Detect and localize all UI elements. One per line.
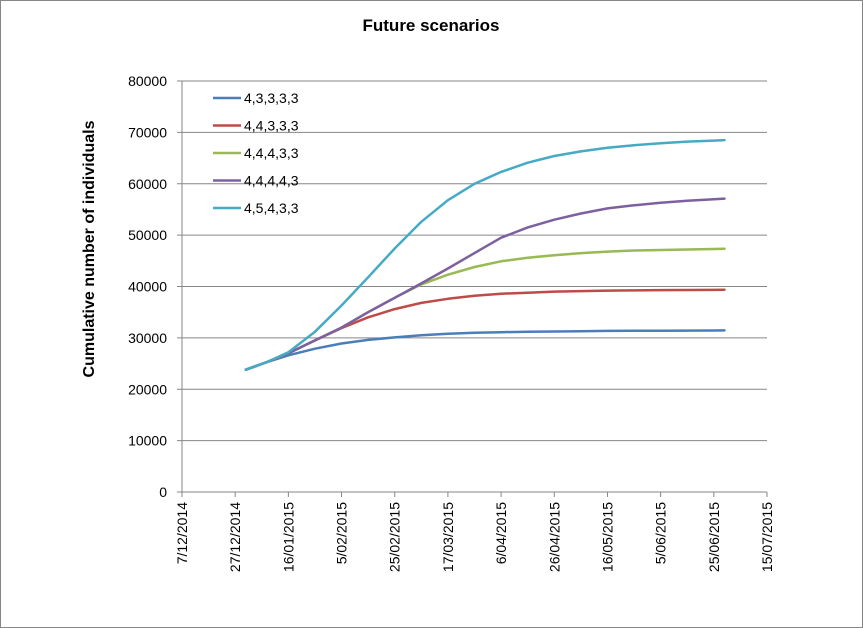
legend-entry: 4,4,4,3,3 — [244, 145, 299, 161]
y-tick-label: 60000 — [128, 176, 167, 192]
legend-entry: 4,4,4,4,3 — [244, 173, 299, 189]
x-tick-label: 5/06/2015 — [653, 502, 669, 564]
series-line — [244, 247, 726, 371]
legend-entry: 4,4,3,3,3 — [244, 118, 299, 134]
series-lines — [244, 138, 726, 371]
legend-entry: 4,3,3,3,3 — [244, 90, 299, 106]
x-tick-label: 7/12/2014 — [174, 502, 190, 564]
x-tick-label: 5/02/2015 — [334, 502, 350, 564]
y-tick-label: 40000 — [128, 279, 167, 295]
x-tick-label: 6/04/2015 — [493, 502, 509, 564]
legend: 4,3,3,3,3 4,4,3,3,3 4,4,4,3,3 4,4,4,4,3 4,5,… — [213, 90, 299, 216]
y-tick-label: 20000 — [128, 381, 167, 397]
x-tick-label: 26/04/2015 — [546, 502, 562, 572]
y-tick-label: 80000 — [128, 73, 167, 89]
y-tick-label: 10000 — [128, 433, 167, 449]
x-tick-label: 17/03/2015 — [440, 502, 456, 572]
axes — [177, 80, 768, 497]
series-line — [244, 197, 726, 371]
y-tick-labels: 0 10000 20000 30000 40000 50000 60000 70000 8000… — [128, 73, 167, 500]
x-tick-label: 16/05/2015 — [599, 502, 615, 572]
x-tick-label: 15/07/2015 — [759, 502, 775, 572]
series-line — [244, 329, 726, 371]
x-tick-label: 16/01/2015 — [280, 502, 296, 572]
y-tick-label: 70000 — [128, 124, 167, 140]
y-tick-label: 30000 — [128, 330, 167, 346]
x-tick-label: 25/02/2015 — [387, 502, 403, 572]
legend-entry: 4,5,4,3,3 — [244, 200, 299, 216]
x-tick-label: 25/06/2015 — [706, 502, 722, 572]
x-tick-label: 27/12/2014 — [227, 502, 243, 572]
x-tick-labels: 7/12/2014 27/12/2014 16/01/2015 5/02/2015 25… — [174, 502, 775, 572]
chart-title: Future scenarios — [363, 16, 500, 35]
grid-lines — [182, 80, 767, 442]
series-line — [244, 138, 726, 371]
y-tick-label: 0 — [159, 484, 167, 500]
y-axis-title: Cumulative number of individuals — [81, 120, 98, 377]
y-tick-label: 50000 — [128, 227, 167, 243]
